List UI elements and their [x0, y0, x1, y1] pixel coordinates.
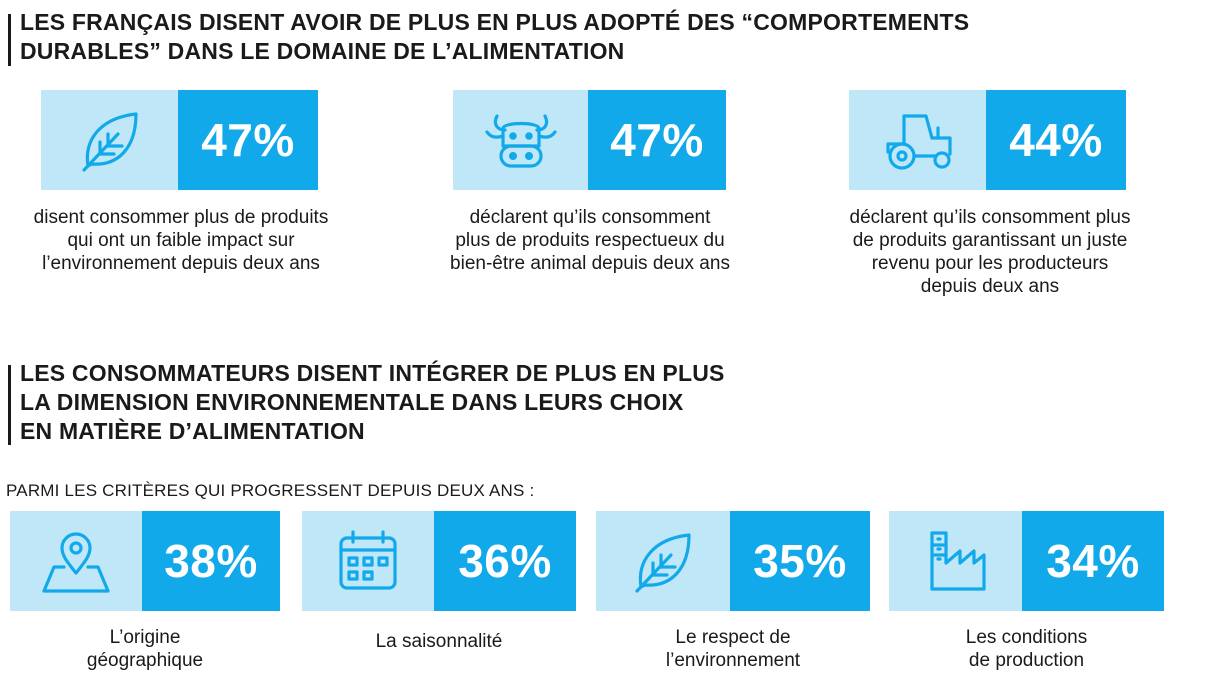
- cow-icon: [453, 90, 588, 190]
- criteria-card-seasonality: 36%: [302, 511, 576, 611]
- factory-icon: [889, 511, 1022, 611]
- criteria-value: 38%: [142, 511, 280, 611]
- stat-card-fair-income: 44%: [849, 90, 1126, 190]
- criteria-label: Les conditions de production: [965, 627, 1088, 671]
- criteria-value: 36%: [434, 511, 576, 611]
- stat-card-animal-welfare: 47%: [453, 90, 726, 190]
- stat-description: déclarent qu’ils consomment plus de prod…: [849, 207, 1131, 297]
- map-pin-icon: [10, 511, 142, 611]
- stat-value: 47%: [588, 90, 726, 190]
- title-accent-bar: [8, 365, 11, 445]
- criteria-label: L’origine géographique: [86, 627, 204, 671]
- criteria-card-environment: 35%: [596, 511, 870, 611]
- stat-value: 44%: [986, 90, 1126, 190]
- criteria-label: Le respect de l’environnement: [665, 627, 801, 671]
- criteria-value: 34%: [1022, 511, 1164, 611]
- criteria-value: 35%: [730, 511, 870, 611]
- stat-card-low-impact: 47%: [41, 90, 318, 190]
- stat-value: 47%: [178, 90, 318, 190]
- tractor-icon: [849, 90, 986, 190]
- section-2-title: LES CONSOMMATEURS DISENT INTÉGRER DE PLU…: [8, 359, 725, 446]
- stat-description: disent consommer plus de produits qui on…: [33, 207, 329, 274]
- criteria-intro: PARMI LES CRITÈRES QUI PROGRESSENT DEPUI…: [6, 481, 535, 500]
- leaf-icon: [596, 511, 730, 611]
- criteria-label: La saisonnalité: [375, 631, 503, 652]
- stat-description: déclarent qu’ils consomment plus de prod…: [450, 207, 730, 274]
- calendar-icon: [302, 511, 434, 611]
- section-1-title: LES FRANÇAIS DISENT AVOIR DE PLUS EN PLU…: [8, 8, 969, 66]
- criteria-card-origin: 38%: [10, 511, 280, 611]
- leaf-icon: [41, 90, 178, 190]
- title-accent-bar: [8, 14, 11, 66]
- criteria-card-production: 34%: [889, 511, 1164, 611]
